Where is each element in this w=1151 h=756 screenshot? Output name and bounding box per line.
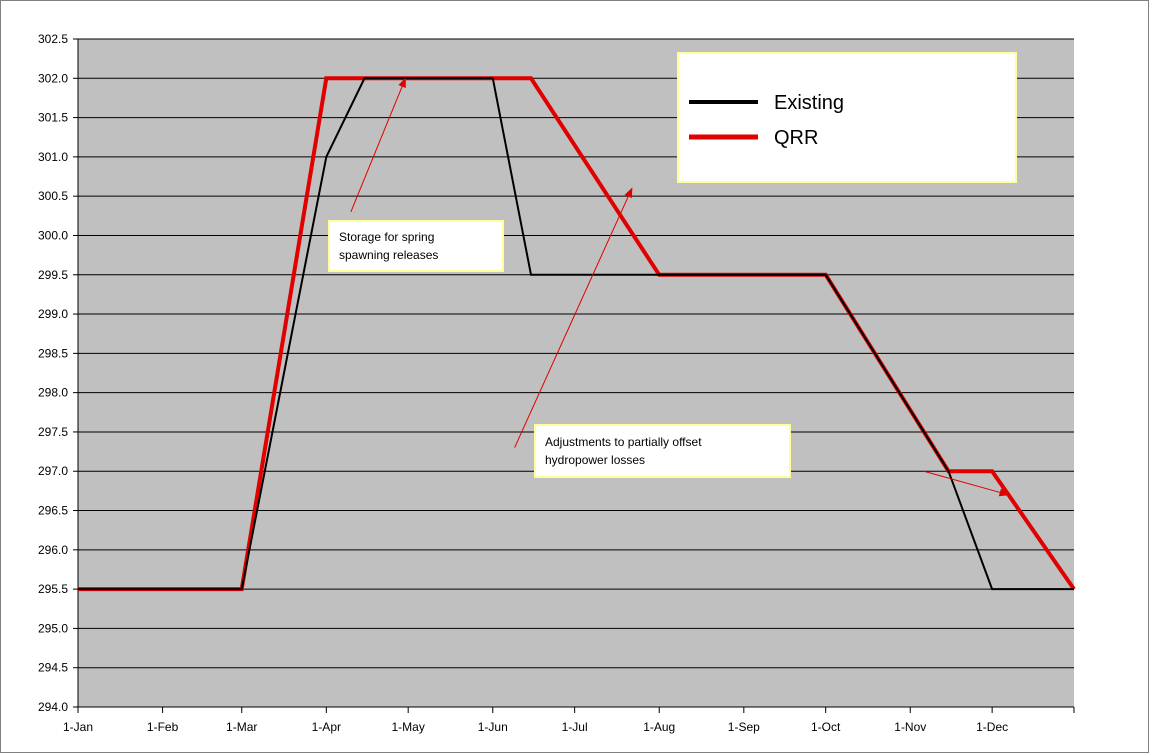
y-tick-label: 297.5 (38, 425, 68, 439)
y-tick-label: 297.0 (38, 464, 68, 478)
y-tick-label: 298.5 (38, 346, 68, 360)
legend-box (677, 52, 1017, 183)
x-tick-label: 1-Jul (562, 720, 588, 734)
x-tick-label: 1-Aug (643, 720, 675, 734)
x-tick-label: 1-Dec (976, 720, 1008, 734)
y-tick-label: 299.0 (38, 307, 68, 321)
x-tick-label: 1-Nov (894, 720, 926, 734)
y-tick-label: 300.5 (38, 189, 68, 203)
series-lines (78, 76, 1076, 592)
y-tick-label: 295.5 (38, 582, 68, 596)
annotation-box (534, 424, 791, 478)
y-tick-label: 301.0 (38, 150, 68, 164)
y-tick-label: 299.5 (38, 268, 68, 282)
y-tick-label: 302.5 (38, 32, 68, 46)
y-tick-label: 300.0 (38, 228, 68, 242)
legend-label: QRR (774, 127, 818, 149)
annotation-text: spawning releases (339, 248, 438, 262)
x-tick-label: 1-May (392, 720, 425, 734)
y-tick-label: 301.5 (38, 111, 68, 125)
legend: Existing QRR (677, 52, 1017, 183)
series-line-existing (78, 77, 1074, 591)
y-tick-label: 296.0 (38, 543, 68, 557)
legend-label: Existing (774, 92, 844, 114)
y-tick-label: 295.0 (38, 621, 68, 635)
annotation-arrow (514, 187, 633, 448)
y-tick-label: 294.0 (38, 700, 68, 714)
annotation-arrow (350, 77, 406, 213)
x-tick-label: 1-Oct (811, 720, 841, 734)
y-tick-label: 302.0 (38, 71, 68, 85)
grid-lines (78, 38, 1074, 708)
x-tick-label: 1-Mar (226, 720, 257, 734)
annotation-text: Storage for spring (339, 230, 434, 244)
x-tick-label: 1-Apr (312, 720, 341, 734)
annotation-box (328, 220, 504, 272)
y-tick-label: 298.0 (38, 386, 68, 400)
annotation-arrow (923, 470, 1010, 497)
x-tick-label: 1-Feb (147, 720, 179, 734)
y-tick-label: 296.5 (38, 504, 68, 518)
x-tick-label: 1-Sep (728, 720, 760, 734)
x-tick-label: 1-Jun (478, 720, 508, 734)
x-tick-label: 1-Jan (63, 720, 93, 734)
annotation-text: hydropower losses (545, 453, 645, 467)
annotations: Storage for spring spawning releases Adjus… (328, 77, 1010, 497)
axes: 294.0 294.5 295.0 295.5 296.0 296.5 297.0 297.5… (38, 32, 1075, 734)
y-tick-label: 294.5 (38, 661, 68, 675)
annotation-text: Adjustments to partially offset (545, 435, 702, 449)
